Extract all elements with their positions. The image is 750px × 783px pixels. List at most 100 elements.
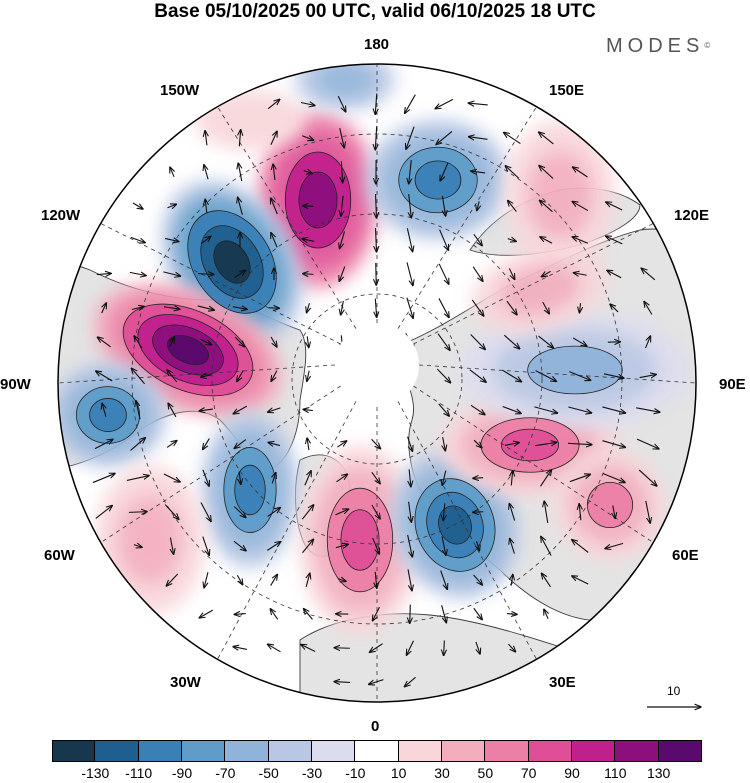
anomaly-contour (166, 334, 210, 366)
wind-arrow (435, 98, 454, 108)
anomaly-contour (527, 151, 593, 239)
brand-logo: MODES© (606, 35, 710, 57)
wind-arrow (233, 540, 246, 551)
wind-arrow (540, 470, 551, 487)
wind-arrow (164, 504, 179, 520)
colorbar-cell (398, 740, 442, 762)
wind-arrow (234, 336, 244, 346)
wind-arrow (436, 130, 453, 144)
colorbar-cell (138, 740, 182, 762)
colorbar-cell (95, 740, 139, 762)
wind-arrow (405, 94, 416, 114)
wind-arrow (573, 167, 588, 178)
wind-arrow (302, 539, 313, 554)
wind-arrow (645, 500, 650, 523)
wind-arrow (339, 128, 345, 148)
wind-arrow (473, 478, 484, 479)
colorbar-tick-label: 30 (434, 765, 450, 781)
wind-arrow (170, 167, 174, 178)
wind-arrow (273, 164, 275, 181)
wind-arrow (166, 573, 179, 586)
wind-arrow (541, 270, 551, 276)
wind-arrow (375, 125, 376, 150)
wind-arrow (613, 505, 615, 519)
wind-arrow (96, 371, 113, 382)
colorbar-tick-label: -50 (258, 765, 279, 781)
wind-arrow (169, 337, 174, 347)
wind-arrow (371, 438, 381, 449)
wind-arrow (406, 297, 413, 319)
wind-arrow (94, 439, 113, 450)
wind-arrow (201, 375, 212, 377)
wind-arrow (234, 439, 247, 449)
colorbar-tick-label: -110 (125, 765, 153, 781)
wind-arrow (239, 471, 241, 485)
wind-arrow (407, 534, 413, 557)
wind-arrow (407, 436, 413, 452)
colorbar-cell (528, 740, 572, 762)
wind-arrow (511, 574, 513, 586)
colorbar-cell (268, 740, 312, 762)
wind-arrow (340, 231, 346, 248)
wind-arrow (129, 272, 146, 275)
wind-arrow (204, 165, 209, 180)
pole-blank (335, 323, 419, 407)
colorbar-tick-label: 10 (390, 765, 407, 781)
lon-label-150w: 150W (160, 82, 200, 99)
colorbar-tick-label: -90 (171, 765, 193, 781)
wind-arrow (239, 130, 240, 147)
lon-label-0: 0 (371, 718, 380, 735)
wind-arrow (375, 227, 376, 252)
wind-arrow (442, 195, 445, 216)
wind-arrow (164, 238, 179, 241)
wind-arrow (126, 476, 149, 481)
wind-arrow (502, 369, 522, 382)
wind-arrow (267, 99, 280, 110)
wind-arrow (307, 303, 310, 312)
wind-arrow (233, 405, 248, 414)
anomaly-cores (75, 146, 634, 593)
wind-arrows (92, 93, 660, 687)
colorbar-tick-label: -130 (81, 765, 110, 781)
wind-arrow (204, 572, 208, 588)
wind-arrow (472, 266, 483, 282)
wind-arrow (334, 648, 350, 649)
map-frame (57, 63, 697, 703)
wind-arrow (133, 545, 142, 548)
wind-arrow (270, 131, 277, 146)
wind-arrow (645, 336, 651, 349)
anomaly-contour (315, 64, 375, 98)
colorbar-cell (182, 740, 226, 762)
wind-arrow (238, 163, 241, 182)
wind-arrow (502, 406, 522, 414)
wind-arrow (508, 200, 517, 212)
anomaly-contour (500, 265, 580, 315)
wind-arrow (199, 609, 214, 618)
wind-arrow (236, 574, 242, 585)
wind-arrow (542, 301, 550, 314)
wind-arrow (540, 237, 553, 244)
wind-arrow (303, 274, 314, 275)
wind-arrow (538, 335, 554, 348)
wind-arrow (508, 268, 514, 279)
lon-label-60w: 60W (44, 547, 75, 564)
lon-label-120e: 120E (674, 207, 710, 224)
wind-arrow (437, 333, 450, 351)
colorbar-cell (225, 740, 269, 762)
wind-arrow (641, 268, 656, 281)
lon-label-180: 180 (364, 36, 390, 53)
wind-arrow (335, 544, 348, 547)
brand-name: MODES (606, 35, 705, 57)
wind-arrow (337, 579, 346, 582)
polar-map[interactable] (0, 0, 750, 740)
wind-arrow (270, 609, 279, 620)
colorbar-tick-label: 50 (477, 765, 494, 781)
wind-arrow (205, 131, 207, 146)
lon-label-90w: 90W (0, 376, 31, 393)
wind-arrow (444, 640, 445, 655)
wind-arrow (163, 307, 180, 309)
wind-arrow (202, 469, 209, 486)
lon-label-120w: 120W (41, 207, 81, 224)
wind-arrow (639, 374, 657, 377)
wind-arrow (376, 193, 377, 218)
